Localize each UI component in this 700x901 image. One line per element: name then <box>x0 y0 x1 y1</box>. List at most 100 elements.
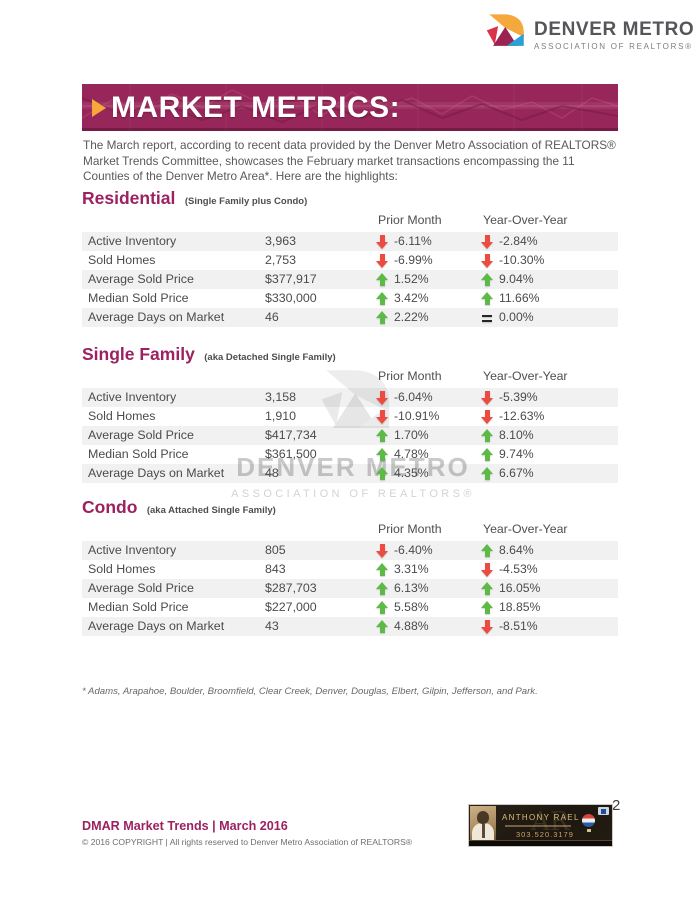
agent-tagline-bar <box>505 825 571 827</box>
table-row: Average Days on Market 43 4.88% -8.51% <box>82 617 618 636</box>
up-arrow-icon <box>481 466 493 481</box>
prior-month-percent: 6.13% <box>394 581 429 595</box>
prior-month-percent: -6.11% <box>394 234 432 248</box>
table-row: Median Sold Price $227,000 5.58% 18.85% <box>82 598 618 617</box>
metric-label: Median Sold Price <box>88 600 189 614</box>
up-arrow-icon <box>376 562 388 577</box>
metric-value: $361,500 <box>265 447 317 461</box>
up-arrow-icon <box>481 291 493 306</box>
down-arrow-icon <box>481 410 493 424</box>
metric-value: 805 <box>265 543 286 557</box>
prior-month-percent: -10.91% <box>394 409 440 423</box>
year-over-year-percent: -5.39% <box>499 390 538 404</box>
prior-month-change: 5.58% <box>376 598 429 617</box>
year-over-year-percent: -4.53% <box>499 562 538 576</box>
year-over-year-percent: 8.64% <box>499 543 534 557</box>
year-over-year-change: 8.10% <box>481 426 534 445</box>
counties-footnote: * Adams, Arapahoe, Boulder, Broomfield, … <box>82 686 538 697</box>
triangle-bullet-icon <box>92 98 106 117</box>
metric-label: Active Inventory <box>88 543 177 557</box>
section-subtitle: (aka Detached Single Family) <box>204 352 336 363</box>
up-arrow-icon <box>481 543 493 558</box>
prior-month-change: -6.40% <box>376 541 433 560</box>
prior-month-change: 3.31% <box>376 560 429 579</box>
single-family-table: Active Inventory 3,158 -6.04% -5.39% Sold Ho… <box>82 388 618 483</box>
column-header-prior-month: Prior Month <box>378 522 442 536</box>
year-over-year-percent: 6.67% <box>499 466 534 480</box>
prior-month-change: -6.04% <box>376 388 433 407</box>
agent-monogram: AR <box>531 807 570 837</box>
column-header-prior-month: Prior Month <box>378 369 442 383</box>
metric-label: Active Inventory <box>88 234 177 248</box>
year-over-year-change: -2.84% <box>481 232 538 251</box>
prior-month-percent: 4.78% <box>394 447 429 461</box>
logo-subtitle: ASSOCIATION OF REALTORS® <box>534 42 693 51</box>
table-row: Average Sold Price $287,703 6.13% 16.05% <box>82 579 618 598</box>
year-over-year-percent: -8.51% <box>499 619 538 633</box>
year-over-year-change: 9.74% <box>481 445 534 464</box>
year-over-year-change: 9.04% <box>481 270 534 289</box>
prior-month-change: 1.52% <box>376 270 429 289</box>
metric-value: $377,917 <box>265 272 317 286</box>
down-arrow-icon <box>481 235 493 249</box>
prior-month-change: 3.42% <box>376 289 429 308</box>
metric-label: Sold Homes <box>88 562 156 576</box>
column-header-prior-month: Prior Month <box>378 213 442 227</box>
year-over-year-percent: 8.10% <box>499 428 534 442</box>
prior-month-change: 1.70% <box>376 426 429 445</box>
section-subtitle: (Single Family plus Condo) <box>184 196 308 207</box>
prior-month-change: -6.99% <box>376 251 433 270</box>
metric-label: Average Sold Price <box>88 428 194 442</box>
dmar-logo-icon <box>486 14 524 46</box>
prior-month-percent: 1.70% <box>394 428 429 442</box>
down-arrow-icon <box>376 410 388 424</box>
section-title: Condo <box>82 497 138 517</box>
down-arrow-icon <box>481 620 493 634</box>
agent-name: ANTHONY RAEL <box>502 813 580 822</box>
agent-ad-banner[interactable]: AR ANTHONY RAEL 303.520.3179 <box>468 804 613 847</box>
equals-icon <box>481 311 493 325</box>
year-over-year-change: -12.63% <box>481 407 544 426</box>
table-row: Median Sold Price $330,000 3.42% 11.66% <box>82 289 618 308</box>
up-arrow-icon <box>376 466 388 481</box>
down-arrow-icon <box>376 254 388 268</box>
year-over-year-change: 0.00% <box>481 308 534 327</box>
year-over-year-percent: 11.66% <box>499 291 540 305</box>
realtor-badge-icon <box>598 807 609 815</box>
table-row: Sold Homes 2,753 -6.99% -10.30% <box>82 251 618 270</box>
condo-table: Active Inventory 805 -6.40% 8.64% Sold Homes… <box>82 541 618 636</box>
logo-title: DENVER METRO <box>534 19 695 40</box>
page-title: MARKET METRICS: <box>111 90 401 124</box>
column-header-year-over-year: Year-Over-Year <box>483 369 568 383</box>
up-arrow-icon <box>376 581 388 596</box>
year-over-year-change: 18.85% <box>481 598 540 617</box>
year-over-year-change: 8.64% <box>481 541 534 560</box>
prior-month-percent: -6.99% <box>394 253 433 267</box>
market-metrics-banner: MARKET METRICS: <box>82 84 618 131</box>
column-header-year-over-year: Year-Over-Year <box>483 522 568 536</box>
up-arrow-icon <box>376 310 388 325</box>
chart-pattern-graphic <box>82 84 618 131</box>
metric-value: 3,963 <box>265 234 297 248</box>
prior-month-change: 2.22% <box>376 308 429 327</box>
down-arrow-icon <box>481 254 493 268</box>
year-over-year-change: -5.39% <box>481 388 538 407</box>
metric-value: 1,910 <box>265 409 297 423</box>
metric-value: $287,703 <box>265 581 317 595</box>
metric-value: 3,158 <box>265 390 297 404</box>
table-row: Average Days on Market 46 2.22% 0.00% <box>82 308 618 327</box>
table-row: Average Days on Market 48 4.35% 6.67% <box>82 464 618 483</box>
year-over-year-change: 16.05% <box>481 579 540 598</box>
prior-month-percent: 4.88% <box>394 619 429 633</box>
year-over-year-percent: 9.04% <box>499 272 534 286</box>
metric-label: Average Days on Market <box>88 310 225 324</box>
up-arrow-icon <box>481 428 493 443</box>
metric-value: $417,734 <box>265 428 317 442</box>
prior-month-percent: 5.58% <box>394 600 429 614</box>
up-arrow-icon <box>481 600 493 615</box>
down-arrow-icon <box>481 391 493 405</box>
table-row: Active Inventory 3,963 -6.11% -2.84% <box>82 232 618 251</box>
metric-label: Average Days on Market <box>88 466 225 480</box>
year-over-year-percent: 9.74% <box>499 447 534 461</box>
metric-label: Median Sold Price <box>88 447 189 461</box>
